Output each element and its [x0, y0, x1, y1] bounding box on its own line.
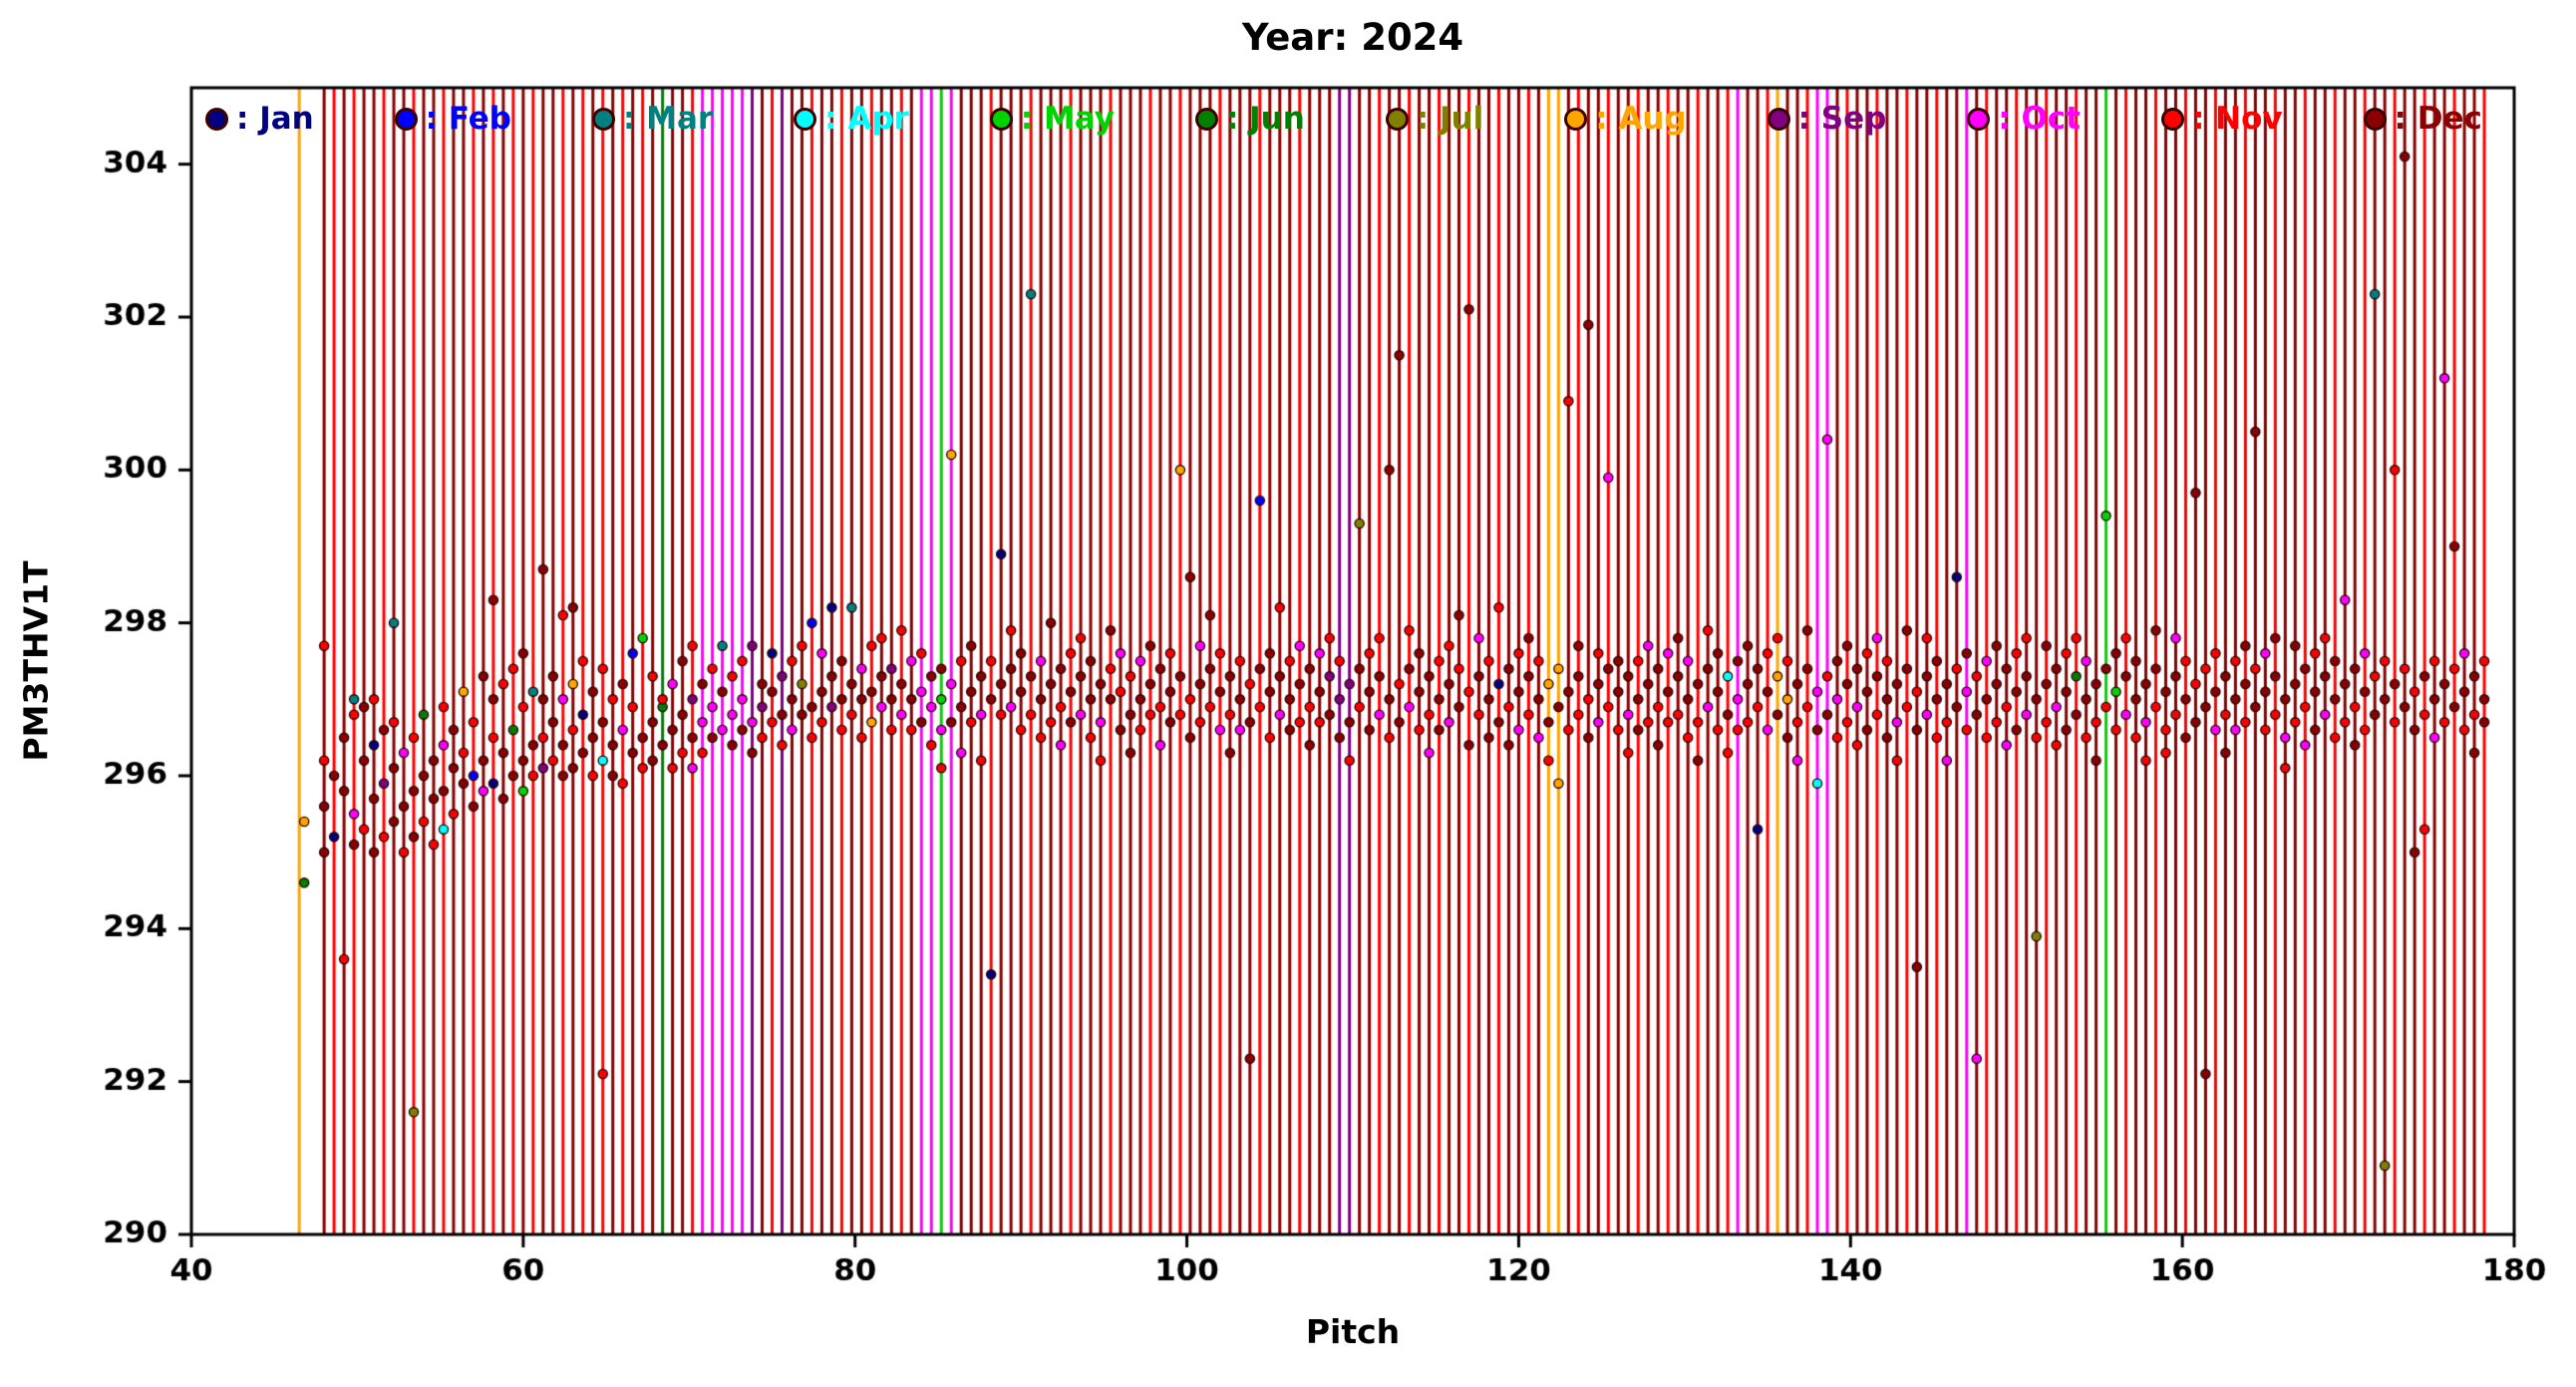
x-axis-label: Pitch — [1305, 1312, 1401, 1351]
chart-title: Year: 2024 — [1241, 16, 1464, 59]
y-axis-label: PM3THV1T — [16, 560, 56, 762]
